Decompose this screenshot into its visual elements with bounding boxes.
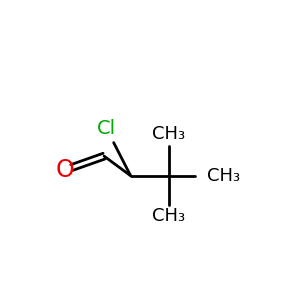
Text: Cl: Cl — [97, 119, 116, 138]
Text: CH₃: CH₃ — [207, 167, 240, 185]
Text: O: O — [56, 158, 74, 182]
Text: CH₃: CH₃ — [152, 207, 185, 225]
Text: CH₃: CH₃ — [152, 125, 185, 143]
